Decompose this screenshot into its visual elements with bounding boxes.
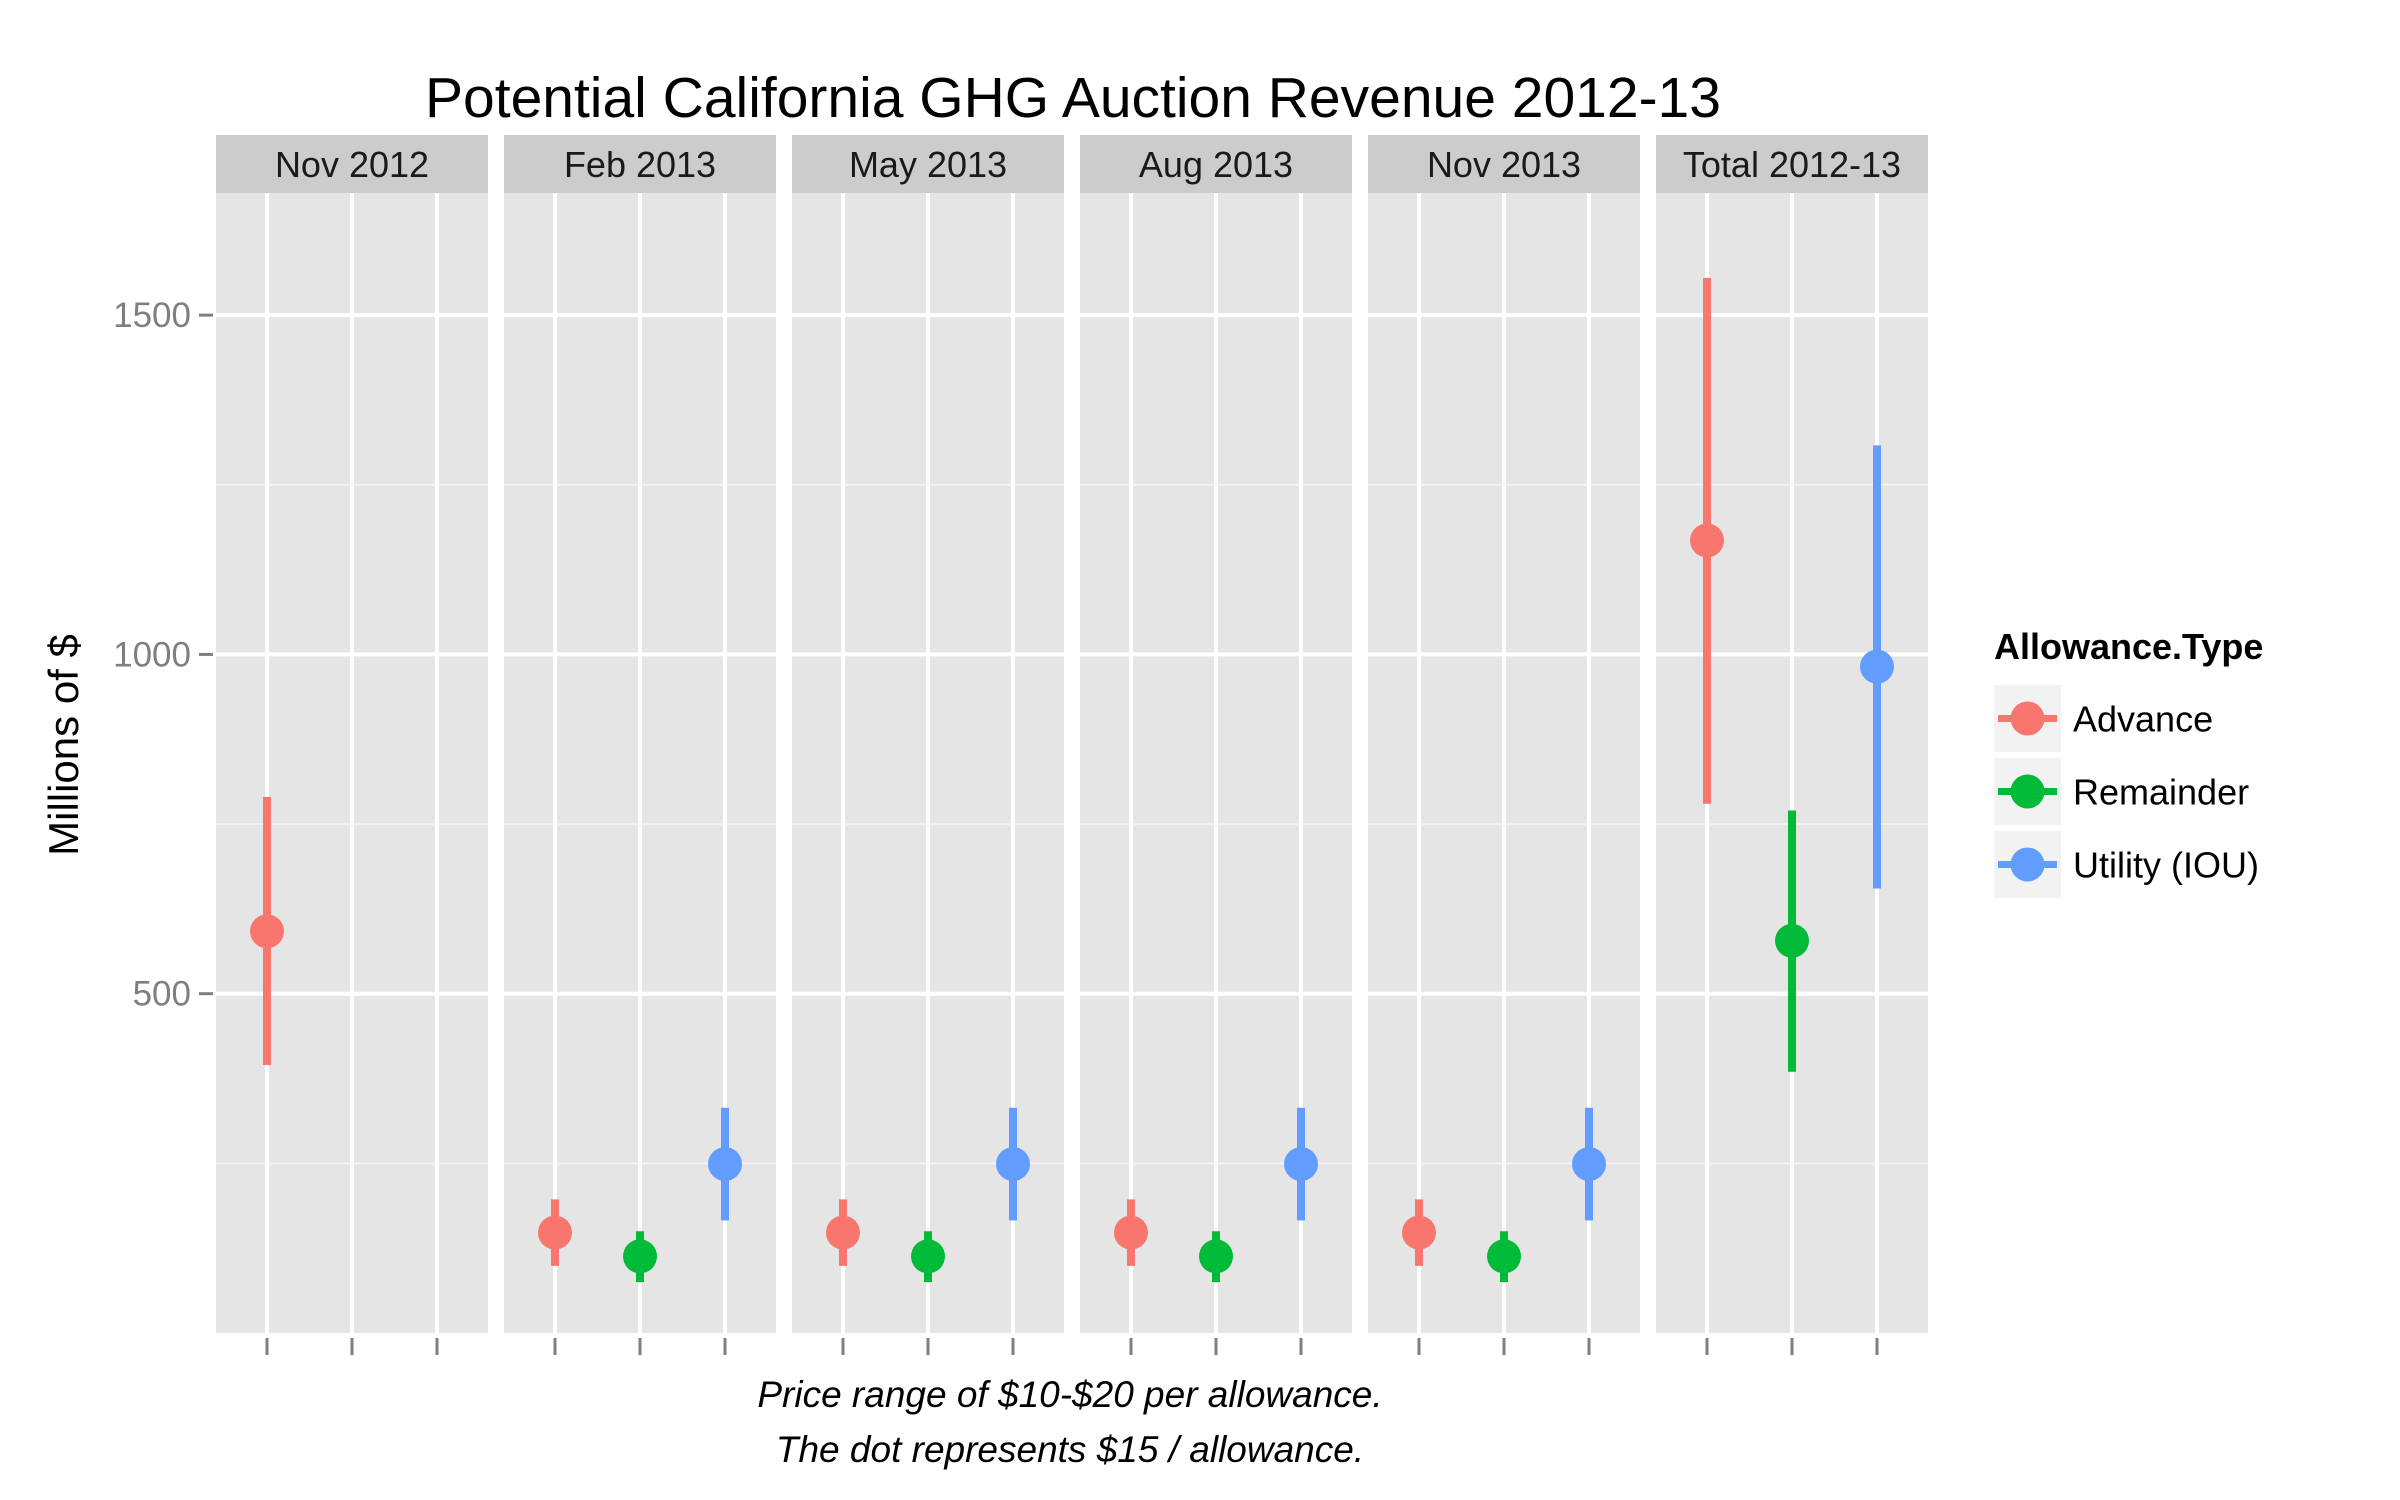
point-range-utility-iou xyxy=(1860,445,1894,889)
point-remainder xyxy=(911,1239,945,1274)
point-range-advance xyxy=(826,1199,860,1266)
strip-background xyxy=(504,135,776,193)
point-utility-iou xyxy=(996,1147,1030,1182)
point-range-remainder xyxy=(1775,810,1809,1072)
facet-feb-2013: Feb 2013 xyxy=(504,135,776,1355)
point-utility-iou xyxy=(1572,1147,1606,1182)
legend-key-point xyxy=(2010,701,2045,736)
point-advance xyxy=(538,1215,572,1250)
strip-background xyxy=(1080,135,1352,193)
point-range-remainder xyxy=(911,1231,945,1283)
facet-panels: Nov 2012 Feb 2013 May 2013 Aug 2013 Nov 2013… xyxy=(216,135,1928,1355)
point-utility-iou xyxy=(1860,649,1894,684)
strip-label: Total 2012-13 xyxy=(1683,144,1901,185)
caption-line-2: The dot represents $15 / allowance. xyxy=(776,1429,1364,1470)
point-range-utility-iou xyxy=(996,1107,1030,1221)
caption-line-1: Price range of $10-$20 per allowance. xyxy=(757,1374,1382,1415)
point-remainder xyxy=(1199,1239,1233,1274)
strip-background xyxy=(1368,135,1640,193)
strip-background xyxy=(792,135,1064,193)
point-utility-iou xyxy=(1284,1147,1318,1182)
legend-title: Allowance.Type xyxy=(1994,626,2263,667)
facet-nov-2012: Nov 2012 xyxy=(216,135,488,1355)
strip-background xyxy=(216,135,488,193)
legend-entry-utility-iou: Utility (IOU) xyxy=(1994,831,2259,898)
y-tick-label: 1500 xyxy=(113,296,191,335)
strip-label: May 2013 xyxy=(849,144,1007,185)
legend-label: Remainder xyxy=(2073,772,2249,813)
legend-entry-remainder: Remainder xyxy=(1994,758,2249,825)
point-remainder xyxy=(623,1239,657,1274)
point-range-advance xyxy=(1114,1199,1148,1266)
point-advance xyxy=(1690,523,1724,558)
strip-label: Feb 2013 xyxy=(564,144,716,185)
point-range-utility-iou xyxy=(708,1107,742,1221)
strip-label: Aug 2013 xyxy=(1139,144,1293,185)
legend-entry-advance: Advance xyxy=(1994,685,2213,752)
point-remainder xyxy=(1775,923,1809,958)
strip-label: Nov 2013 xyxy=(1427,144,1581,185)
point-range-advance xyxy=(1690,277,1724,804)
legend-key-point xyxy=(2010,847,2045,882)
point-range-remainder xyxy=(1487,1231,1521,1283)
point-advance xyxy=(1402,1215,1436,1250)
legend-label: Utility (IOU) xyxy=(2073,845,2259,886)
facet-nov-2013: Nov 2013 xyxy=(1368,135,1640,1355)
point-remainder xyxy=(1487,1239,1521,1274)
y-tick-label: 1000 xyxy=(113,635,191,674)
y-axis: 500 1000 1500 xyxy=(113,296,213,1014)
point-advance xyxy=(1114,1215,1148,1250)
point-advance xyxy=(826,1215,860,1250)
y-axis-label: Millions of $ xyxy=(40,634,87,856)
y-tick-label: 500 xyxy=(133,975,191,1014)
point-range-utility-iou xyxy=(1284,1107,1318,1221)
legend: Allowance.Type Advance Remainder Utility (… xyxy=(1994,626,2263,898)
point-advance xyxy=(250,914,284,949)
point-range-remainder xyxy=(623,1231,657,1283)
legend-key-point xyxy=(2010,774,2045,809)
point-range-advance xyxy=(1402,1199,1436,1266)
strip-background xyxy=(1656,135,1928,193)
point-range-advance xyxy=(538,1199,572,1266)
point-range-utility-iou xyxy=(1572,1107,1606,1221)
strip-label: Nov 2012 xyxy=(275,144,429,185)
point-utility-iou xyxy=(708,1147,742,1182)
facet-aug-2013: Aug 2013 xyxy=(1080,135,1352,1355)
chart-title: Potential California GHG Auction Revenue… xyxy=(425,66,1721,130)
legend-label: Advance xyxy=(2073,699,2213,740)
facet-total-2012-13: Total 2012-13 xyxy=(1656,135,1928,1355)
facet-may-2013: May 2013 xyxy=(792,135,1064,1355)
point-range-remainder xyxy=(1199,1231,1233,1283)
point-range-advance xyxy=(250,796,284,1065)
